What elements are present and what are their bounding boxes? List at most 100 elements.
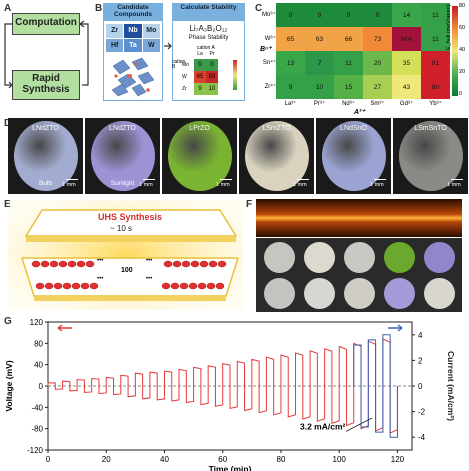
pellet-disk bbox=[344, 242, 375, 273]
colorbar-tick: 60 bbox=[459, 25, 466, 31]
mini-col-label: La bbox=[197, 51, 203, 57]
scale-label: 1 mm bbox=[139, 182, 153, 188]
pellet bbox=[188, 282, 198, 290]
heatmap-cell: 81 bbox=[421, 51, 450, 75]
colorbar-tick: 40 bbox=[459, 47, 466, 53]
pellet bbox=[161, 282, 171, 290]
pellet bbox=[172, 260, 182, 268]
element-tile: Ta bbox=[124, 38, 142, 52]
ellipsis-right-top: ••• bbox=[146, 258, 153, 264]
phase-stability-label: Phase Stability bbox=[188, 35, 229, 41]
candidate-header bbox=[103, 3, 163, 21]
y2-tick-label: 4 bbox=[418, 331, 423, 340]
pellet bbox=[71, 282, 81, 290]
y-tick-label: 80 bbox=[34, 339, 43, 348]
pellet bbox=[44, 282, 54, 290]
pellet bbox=[208, 260, 218, 268]
stability-header bbox=[172, 3, 245, 21]
scale-label: 1 mm bbox=[62, 182, 76, 188]
heatmap-cell: 10 bbox=[305, 75, 334, 99]
sample-label: LSmSnTO bbox=[414, 125, 447, 132]
heatmap-col-label: Pr³⁺ bbox=[313, 101, 326, 107]
uhs-title: UHS Synthesis bbox=[98, 212, 163, 222]
pellet bbox=[199, 260, 209, 268]
scale-label: 1 mm bbox=[447, 182, 461, 188]
mini-cell: 10 bbox=[206, 83, 218, 95]
heatmap-cell: 27 bbox=[363, 75, 392, 99]
heatmap-cell: 66 bbox=[334, 27, 363, 51]
uhs-synthesis-illustration bbox=[8, 200, 243, 310]
heatmap-col-label: Gd³⁺ bbox=[399, 101, 414, 107]
formula-label: Li₇A₃B₂O₁₂ bbox=[189, 24, 228, 33]
pellet bbox=[49, 260, 59, 268]
heatmap-row-label: W⁶⁺ bbox=[264, 36, 276, 42]
pellet-disk bbox=[264, 242, 295, 273]
mini-row-label: W bbox=[182, 74, 187, 80]
pellet bbox=[197, 282, 207, 290]
y-tick-label: 120 bbox=[30, 318, 44, 327]
pellet bbox=[215, 282, 225, 290]
scale-bar bbox=[451, 179, 463, 180]
x-tick-label: 120 bbox=[391, 455, 405, 464]
heatmap-cell: 65 bbox=[276, 27, 305, 51]
y2-tick-label: -2 bbox=[418, 408, 426, 417]
pellet-disk bbox=[384, 278, 415, 309]
voltage-series bbox=[47, 338, 398, 434]
mini-cell: 0 bbox=[194, 59, 206, 71]
cation-a-label: cation A bbox=[197, 45, 215, 51]
pellet bbox=[170, 282, 180, 290]
heatmap-cell: 11 bbox=[421, 27, 450, 51]
pellet-disk bbox=[264, 278, 295, 309]
pellet bbox=[89, 282, 99, 290]
scale-bar bbox=[66, 179, 78, 180]
heatmap-col-label: Nd³⁺ bbox=[342, 101, 355, 107]
heatmap-col-label: Sm³⁺ bbox=[370, 101, 385, 107]
heatmap-cell: 35 bbox=[392, 51, 421, 75]
panel-label-e: E bbox=[4, 199, 11, 210]
heatmap-cell: 7 bbox=[305, 51, 334, 75]
pellet bbox=[40, 260, 50, 268]
element-tile: Hf bbox=[106, 38, 124, 52]
pellet bbox=[35, 282, 45, 290]
element-tile: W bbox=[142, 38, 160, 52]
panel-label-a: A bbox=[4, 3, 12, 14]
pellet bbox=[190, 260, 200, 268]
y-tick-label: -40 bbox=[31, 403, 43, 412]
scale-bar bbox=[220, 179, 232, 180]
sample-note: Bulb bbox=[38, 180, 52, 187]
scale-label: 1 mm bbox=[370, 182, 384, 188]
pellet bbox=[67, 260, 77, 268]
y-tick-label: -80 bbox=[31, 425, 43, 434]
scale-bar bbox=[374, 179, 386, 180]
panel-label-g: G bbox=[4, 316, 12, 327]
element-grid: Zr Nb Mo Hf Ta W bbox=[106, 24, 160, 52]
pellet bbox=[179, 282, 189, 290]
x-tick-label: 0 bbox=[46, 455, 51, 464]
heatmap-row-label: Sn⁴⁺ bbox=[262, 60, 276, 66]
current-annotation: 3.2 mA/cm² bbox=[300, 422, 346, 432]
heatmap-cell: 14 bbox=[392, 3, 421, 27]
cycle-arrows bbox=[4, 20, 89, 89]
scale-label: 1 mm bbox=[293, 182, 307, 188]
heatmap-cell: 13 bbox=[276, 51, 305, 75]
candidate-compounds-title: Candidate Compounds bbox=[114, 4, 152, 18]
uhs-time: ~ 10 s bbox=[110, 224, 133, 233]
x-tick-label: 20 bbox=[102, 455, 111, 464]
colorbar-tick: 0 bbox=[459, 91, 463, 97]
cation-b-label: cation B bbox=[172, 59, 186, 70]
mini-colorbar bbox=[233, 60, 237, 90]
x-tick-label: 60 bbox=[218, 455, 227, 464]
pellet bbox=[53, 282, 63, 290]
heatmap-cell: 0 bbox=[363, 3, 392, 27]
panel-label-f: F bbox=[246, 199, 253, 210]
y-tick-label: 40 bbox=[34, 361, 43, 370]
heatmap-cell: 11 bbox=[334, 51, 363, 75]
y-tick-label: 0 bbox=[39, 382, 44, 391]
rapid-synthesis-label: Rapid Synthesis bbox=[22, 73, 70, 95]
mini-row-label: Zr bbox=[182, 86, 187, 92]
panel-label-c: C bbox=[255, 3, 263, 14]
pellet bbox=[76, 260, 86, 268]
heatmap-cell: 0 bbox=[334, 3, 363, 27]
furnace-photo bbox=[256, 199, 462, 237]
heatmap-cell: 63 bbox=[305, 27, 334, 51]
